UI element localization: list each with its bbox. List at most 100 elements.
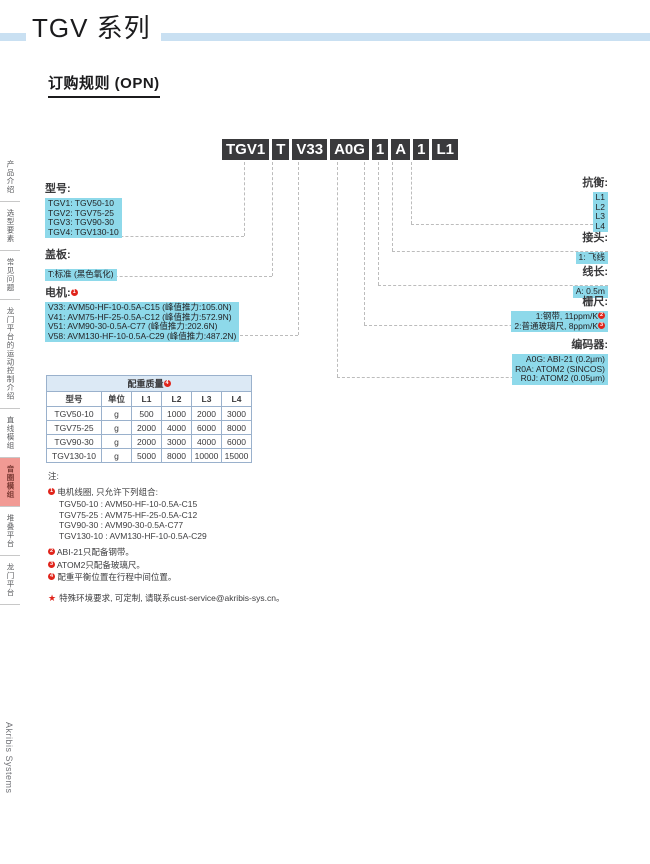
table-row: TGV130-10 g 5000 8000 10000 15000 bbox=[46, 448, 252, 463]
table-cell: g bbox=[101, 434, 132, 449]
note-item: 4 配重平衡位置在行程中间位置。 bbox=[48, 572, 177, 582]
callout-model: 型号: TGV1: TGV50-10 TGV2: TGV75-25 TGV3: TGV… bbox=[45, 180, 122, 240]
connector-line bbox=[337, 162, 338, 377]
table-header-cell: L1 bbox=[131, 391, 162, 407]
connector-line bbox=[411, 224, 608, 225]
connector-line bbox=[337, 377, 608, 378]
callout-option: TGV3: TGV90-30 bbox=[48, 217, 114, 227]
callout-options: 1:钢带, 11ppm/K 2 2:普通玻璃尺, 8ppm/K 3 bbox=[511, 311, 608, 332]
note-ref-badge: 4 bbox=[163, 380, 171, 387]
star-note: ★ 特殊环境要求, 可定制, 请联系cust-service@akribis-sy… bbox=[48, 592, 285, 603]
callout-option: V58: AVM130-HF-10-0.5A-C29 (峰值推力:487.2N) bbox=[48, 330, 237, 341]
sidebar-tab-label: 堆叠平台 bbox=[6, 513, 15, 548]
table-cell: g bbox=[101, 448, 132, 463]
connector-line bbox=[272, 162, 273, 276]
callout-option: R0J: ATOM2 (0.05μm) bbox=[520, 373, 605, 383]
callout-option: TGV2: TGV75-25 bbox=[48, 207, 114, 218]
connector-line bbox=[298, 162, 299, 335]
callout-options: V33: AVM50-HF-10-0.5A-C15 (峰值推力:105.0N) V… bbox=[45, 302, 240, 342]
note-subitem: TGV130-10 : AVM130-HF-10-0.5A-C29 bbox=[59, 530, 207, 541]
sidebar-tab[interactable]: 堆叠平台 bbox=[0, 507, 20, 556]
table-cell: 1000 bbox=[161, 406, 192, 421]
note-subitem: TGV75-25 : AVM75-HF-25-0.5A-C12 bbox=[59, 509, 198, 520]
note-ref-badge: 2 bbox=[598, 312, 605, 319]
table-cell: 8000 bbox=[161, 448, 192, 463]
callout-cable-length: 线长: A: 0.5m bbox=[572, 263, 608, 299]
callout-scale: 栅尺: 1:钢带, 11ppm/K 2 2:普通玻璃尺, 8ppm/K 3 bbox=[511, 293, 608, 334]
note-item: 1 电机线圈, 只允许下列组合: bbox=[48, 486, 158, 497]
callout-option: T:标准 (黑色氧化) bbox=[48, 269, 114, 279]
sidebar-tab[interactable]: 直线模组 bbox=[0, 409, 20, 458]
table-cell: g bbox=[101, 406, 132, 421]
callout-label: 型号: bbox=[45, 183, 71, 195]
connector-line bbox=[392, 251, 608, 252]
sidebar-tab[interactable]: 选型要素 bbox=[0, 202, 20, 251]
table-cell: TGV75-25 bbox=[46, 420, 102, 435]
table-cell: 5000 bbox=[131, 448, 162, 463]
callout-label: 抗衡: bbox=[582, 177, 608, 189]
callout-cover: 盖板: T:标准 (黑色氧化) bbox=[45, 246, 117, 282]
part-number-segment: 1 bbox=[371, 139, 389, 160]
table-cell: 2000 bbox=[191, 406, 222, 421]
table-header-cell: L4 bbox=[221, 391, 252, 407]
star-icon: ★ bbox=[48, 592, 57, 603]
callout-options: TGV1: TGV50-10 TGV2: TGV75-25 TGV3: TGV90-… bbox=[45, 198, 122, 238]
table-cell: 2000 bbox=[131, 434, 162, 449]
note-ref-badge: 1 bbox=[70, 289, 78, 296]
sidebar-tab-label: 音圈模组 bbox=[6, 464, 15, 499]
table-cell: 3000 bbox=[161, 434, 192, 449]
part-number-segment: V33 bbox=[292, 139, 328, 160]
sidebar-tab-label: 龙门平台 bbox=[6, 562, 15, 597]
sidebar-tab-label: 常见问题 bbox=[6, 258, 15, 292]
sidebar-tab[interactable]: 音圈模组 bbox=[0, 457, 20, 507]
callout-label: 盖板: bbox=[45, 249, 71, 261]
brand-vertical-text: Akribis Systems bbox=[4, 722, 14, 794]
table-header-cell: L3 bbox=[191, 391, 222, 407]
table-row: TGV75-25 g 2000 4000 6000 8000 bbox=[46, 420, 252, 435]
table-cell: TGV130-10 bbox=[46, 448, 102, 463]
counterweight-table: 配重质量 4 型号 单位 L1 L2 L3 L4 TGV50-10 g 500 1000 2000 3… bbox=[46, 375, 252, 463]
table-cell: 2000 bbox=[131, 420, 162, 435]
callout-label: 编码器: bbox=[571, 339, 608, 351]
section-title: 订购规则 (OPN) bbox=[48, 72, 160, 98]
table-body: TGV50-10 g 500 1000 2000 3000 TGV75-25 g 2000 400… bbox=[46, 406, 252, 463]
sidebar-tab[interactable]: 龙门平台 bbox=[0, 556, 20, 605]
callout-motor: 电机: 1 V33: AVM50-HF-10-0.5A-C15 (峰值推力:105.… bbox=[45, 284, 240, 344]
table-header-cell: 型号 bbox=[46, 391, 102, 407]
callout-options: A0G: ABI-21 (0.2μm) R0A: ATOM2 (SINCOS) R0… bbox=[512, 354, 608, 385]
connector-line bbox=[364, 162, 365, 325]
table-cell: 3000 bbox=[221, 406, 252, 421]
table-cell: 6000 bbox=[191, 420, 222, 435]
note-ref-badge: 2 bbox=[48, 548, 55, 555]
sidebar-tab[interactable]: 龙门平台的运动控制介绍 bbox=[0, 300, 20, 409]
callout-option: L1 bbox=[595, 192, 605, 202]
callout-options: 1: 飞线 bbox=[575, 252, 608, 264]
table-cell: TGV50-10 bbox=[46, 406, 102, 421]
table-row: TGV50-10 g 500 1000 2000 3000 bbox=[46, 406, 252, 421]
callout-option: TGV1: TGV50-10 bbox=[48, 198, 114, 208]
connector-line bbox=[45, 276, 272, 277]
connector-line bbox=[411, 162, 412, 224]
callout-options: A: 0.5m bbox=[572, 286, 608, 298]
note-item: 3 ATOM2只配备玻璃尺。 bbox=[48, 559, 145, 570]
callout-label: 栅尺: bbox=[582, 296, 608, 308]
callout-option: A0G: ABI-21 (0.2μm) bbox=[525, 354, 605, 364]
connector-line bbox=[244, 162, 245, 236]
callout-encoder: 编码器: A0G: ABI-21 (0.2μm) R0A: ATOM2 (SINCO… bbox=[512, 336, 608, 386]
callout-option: V51: AVM90-30-0.5A-C77 (峰值推力:202.6N) bbox=[48, 321, 218, 331]
note-subitem: TGV50-10 : AVM50-HF-10-0.5A-C15 bbox=[59, 499, 198, 509]
callout-option: L3 bbox=[595, 211, 605, 221]
notes-heading: 注: bbox=[48, 471, 59, 481]
sidebar-tab[interactable]: 常见问题 bbox=[0, 251, 20, 300]
callout-option: L4 bbox=[595, 220, 605, 231]
part-number-segment: A0G bbox=[330, 139, 369, 160]
part-number-segment: L1 bbox=[432, 139, 458, 160]
connector-line bbox=[378, 285, 608, 286]
sidebar-tab[interactable]: 产品介绍 bbox=[0, 153, 20, 202]
part-number-segment: 1 bbox=[413, 139, 430, 160]
part-number: TGV1 T V33 A0G 1 A 1 L1 bbox=[222, 139, 458, 160]
connector-line bbox=[378, 162, 379, 285]
table-cell: 6000 bbox=[221, 434, 252, 449]
table-header-cell: L2 bbox=[161, 391, 192, 407]
connector-line bbox=[392, 162, 393, 251]
